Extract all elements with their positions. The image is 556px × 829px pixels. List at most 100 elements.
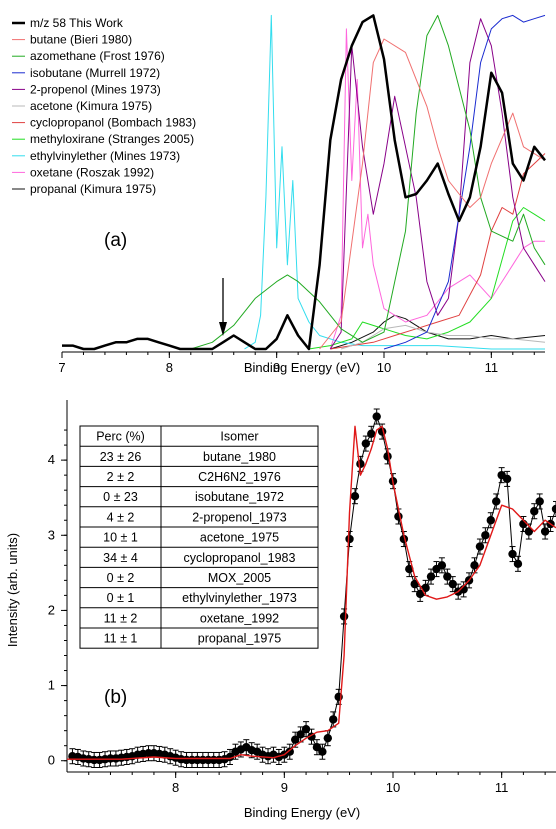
table-cell: ethylvinylether_1973 — [182, 591, 297, 605]
table-cell: 10 ± 1 — [103, 531, 138, 545]
series-line-cyclopropanol-bombach-1983 — [330, 153, 546, 350]
series-line-isobutane-murrell-1972 — [383, 14, 546, 350]
panel-b-series — [67, 408, 556, 768]
panel-b-label: (b) — [104, 687, 127, 708]
data-point — [426, 572, 436, 581]
legend-entry: azomethane (Frost 1976) — [30, 49, 165, 63]
table-header-cell: Perc (%) — [96, 430, 145, 444]
panel-b-y-tick-label: 3 — [48, 527, 55, 542]
data-point — [415, 589, 425, 599]
legend-entry: methyloxirane (Stranges 2005) — [30, 132, 194, 146]
panel-b-y-tick-label: 4 — [48, 452, 55, 467]
data-point — [513, 559, 523, 569]
table-cell: cyclopropanol_1983 — [184, 551, 296, 565]
data-point — [448, 579, 457, 589]
table-cell: 0 ± 2 — [107, 571, 135, 585]
series-line-propanal-kimura-1975 — [330, 314, 546, 350]
data-point — [540, 527, 550, 536]
panel-a-legend: m/z 58 This Work butane (Bieri 1980) azome… — [12, 16, 196, 196]
data-point — [530, 507, 539, 516]
panel-b-x-tick-label: 11 — [495, 780, 509, 795]
legend-entry: isobutane (Murrell 1972) — [30, 66, 160, 80]
data-point — [383, 452, 392, 461]
table-cell: butane_1980 — [203, 450, 276, 464]
table-cell: 2-propenol_1973 — [192, 510, 287, 524]
panel-b-y-tick-label: 2 — [48, 602, 55, 617]
table-cell: 0 ± 23 — [103, 490, 138, 504]
data-point — [535, 497, 544, 506]
data-point — [339, 612, 349, 621]
data-point — [437, 561, 447, 570]
panel-a-x-tick-label: 7 — [58, 360, 65, 375]
data-point — [443, 572, 452, 581]
table-cell: 23 ± 26 — [100, 450, 142, 464]
data-point — [481, 531, 490, 540]
data-point — [551, 504, 556, 514]
data-point — [486, 516, 495, 525]
panel-b-axes: 0 1 2 3 4 8 9 10 11 — [48, 400, 556, 795]
table-cell: propanal_1975 — [198, 632, 281, 646]
table-header-cell: Isomer — [220, 430, 258, 444]
data-point — [410, 579, 419, 589]
data-point — [508, 549, 517, 559]
data-point — [367, 429, 376, 439]
isomer-table: Perc (%) Isomer 23 ± 26 butane_1980 2 ± 2 C2H… — [79, 425, 319, 649]
panel-b: 0 1 2 3 4 8 9 10 11 Perc (%) Isomer 23 ± 26 butane_… — [5, 400, 556, 820]
data-point — [492, 497, 501, 506]
panel-b-x-tick-label: 8 — [172, 780, 179, 795]
legend-entry: propanal (Kimura 1975) — [30, 182, 156, 196]
series-line-acetone-kimura-1975 — [340, 324, 546, 350]
legend-entry: acetone (Kimura 1975) — [30, 99, 152, 113]
table-cell: 4 ± 2 — [107, 510, 135, 524]
panel-a-x-axis: 7 8 9 10 11 — [58, 278, 545, 375]
legend-entry: cyclopropanol (Bombach 1983) — [30, 116, 196, 130]
series-line-ethylvinylether-mines-1973 — [244, 14, 545, 350]
panel-a-x-tick-label: 8 — [166, 360, 173, 375]
arrow-annotation-head — [219, 322, 227, 336]
panel-a-x-axis-label: Binding Energy (eV) — [244, 360, 360, 375]
table-cell: MOX_2005 — [208, 571, 271, 585]
data-point — [329, 715, 338, 724]
legend-entry: ethylvinylether (Mines 1973) — [30, 149, 180, 163]
table-cell: 34 ± 4 — [103, 551, 138, 565]
data-point — [356, 459, 365, 469]
panel-b-y-axis-label: Intensity (arb. units) — [5, 533, 20, 647]
series-line-oxetane-roszak-1992 — [329, 28, 545, 350]
data-point — [361, 439, 371, 448]
table-cell: 11 ± 2 — [104, 611, 138, 625]
panel-a-series — [62, 14, 546, 351]
table-cell: 0 ± 1 — [107, 591, 135, 605]
data-point — [301, 724, 311, 734]
legend-entry: oxetane (Roszak 1992) — [30, 165, 154, 179]
data-point — [350, 491, 360, 501]
data-point — [394, 512, 403, 521]
table-cell: C2H6N2_1976 — [198, 470, 281, 484]
panel-a-label: (a) — [104, 230, 127, 251]
data-point — [421, 583, 430, 593]
data-point — [502, 474, 512, 484]
fit-line — [67, 425, 556, 760]
data-point — [291, 735, 300, 744]
data-point — [296, 730, 305, 739]
series-line-m-z-58-this-work — [62, 14, 546, 351]
data-point — [323, 733, 332, 743]
panel-b-x-axis-label: Binding Energy (eV) — [244, 805, 360, 820]
panel-b-x-tick-label: 9 — [281, 780, 288, 795]
panel-b-y-tick-label: 0 — [48, 753, 55, 768]
data-point — [470, 561, 479, 570]
table-cell: 11 ± 1 — [104, 632, 138, 646]
legend-entry: butane (Bieri 1980) — [30, 33, 132, 47]
panel-b-y-tick-label: 1 — [48, 678, 55, 693]
data-point — [318, 747, 327, 756]
data-point — [372, 412, 381, 421]
legend-entry: m/z 58 This Work — [30, 16, 124, 30]
series-line-methyloxirane-stranges-2005 — [308, 207, 546, 350]
series-line-2-propenol-mines-1973 — [329, 18, 546, 350]
data-point — [345, 534, 354, 544]
panel-a-x-tick-label: 10 — [377, 360, 391, 375]
panel-a-x-tick-label: 9 — [273, 360, 280, 375]
table-cell: oxetane_1992 — [200, 611, 279, 625]
series-line-butane-bieri-1980 — [319, 38, 546, 350]
